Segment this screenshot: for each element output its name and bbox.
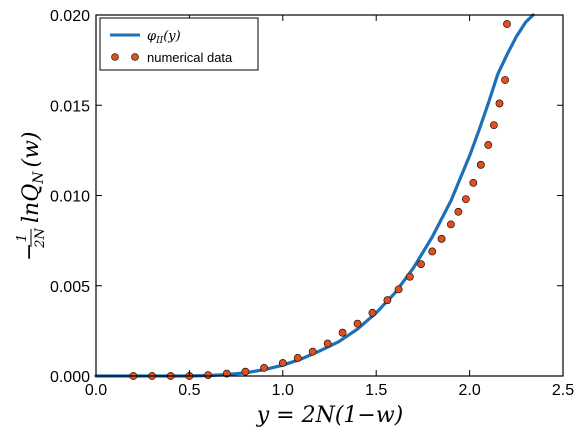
data-point bbox=[293, 354, 302, 362]
x-tick-label: 2.5 bbox=[552, 382, 574, 399]
y-axis-title-main: lnQN(w) bbox=[19, 132, 47, 224]
data-point bbox=[417, 260, 425, 268]
data-point bbox=[484, 141, 493, 149]
data-point bbox=[489, 121, 498, 130]
y-tick-label: 0.000 bbox=[50, 369, 90, 386]
data-layer bbox=[94, 13, 535, 380]
legend-point-swatch bbox=[131, 53, 139, 61]
y-axis-title: − 1 2N lnQN(w) bbox=[15, 132, 48, 262]
data-point bbox=[353, 319, 362, 328]
x-tick-label: 0.0 bbox=[85, 382, 107, 399]
x-tick-label: 1.5 bbox=[365, 382, 387, 399]
data-point bbox=[394, 285, 403, 294]
y-tick-label: 0.010 bbox=[50, 189, 90, 206]
legend-point-swatch bbox=[111, 53, 119, 61]
x-tick-label: 2.0 bbox=[458, 382, 480, 399]
legend-label-numerical: numerical data bbox=[147, 50, 233, 65]
legend: φII(y) numerical data bbox=[99, 17, 259, 71]
data-point bbox=[437, 234, 446, 243]
data-point bbox=[461, 195, 470, 204]
data-point bbox=[476, 160, 485, 169]
data-point bbox=[241, 367, 250, 376]
x-tick-label: 0.5 bbox=[178, 382, 200, 399]
y-axis-title-frac-den: 2N bbox=[33, 228, 48, 249]
data-point bbox=[204, 371, 212, 379]
data-point bbox=[495, 99, 504, 108]
data-point bbox=[447, 220, 455, 229]
legend-box bbox=[99, 17, 259, 71]
data-point bbox=[308, 347, 317, 356]
x-axis-title: y = 2N(1−w) bbox=[256, 403, 404, 428]
legend-label-phi: φII(y) bbox=[147, 29, 181, 46]
y-tick-label: 0.020 bbox=[50, 8, 90, 25]
data-point bbox=[260, 363, 269, 372]
y-tick-label: 0.005 bbox=[50, 279, 90, 296]
y-axis-title-prefix: − bbox=[17, 243, 42, 261]
x-tick-label: 1.0 bbox=[272, 382, 294, 399]
data-point bbox=[338, 328, 347, 337]
data-point bbox=[501, 76, 509, 84]
data-point bbox=[454, 207, 463, 216]
data-point bbox=[469, 178, 478, 187]
data-point bbox=[383, 296, 392, 305]
y-axis-title-frac-num: 1 bbox=[15, 234, 30, 242]
data-point bbox=[323, 339, 332, 348]
y-tick-label: 0.015 bbox=[50, 98, 90, 115]
ticks: 0.0 0.5 1.0 1.5 2.0 2.5 0.000 0.005 0.010 0.015 0.… bbox=[50, 8, 574, 399]
data-point bbox=[368, 308, 377, 317]
data-point bbox=[278, 359, 287, 367]
data-point bbox=[405, 272, 414, 281]
data-point bbox=[428, 247, 437, 256]
data-point bbox=[503, 20, 511, 28]
